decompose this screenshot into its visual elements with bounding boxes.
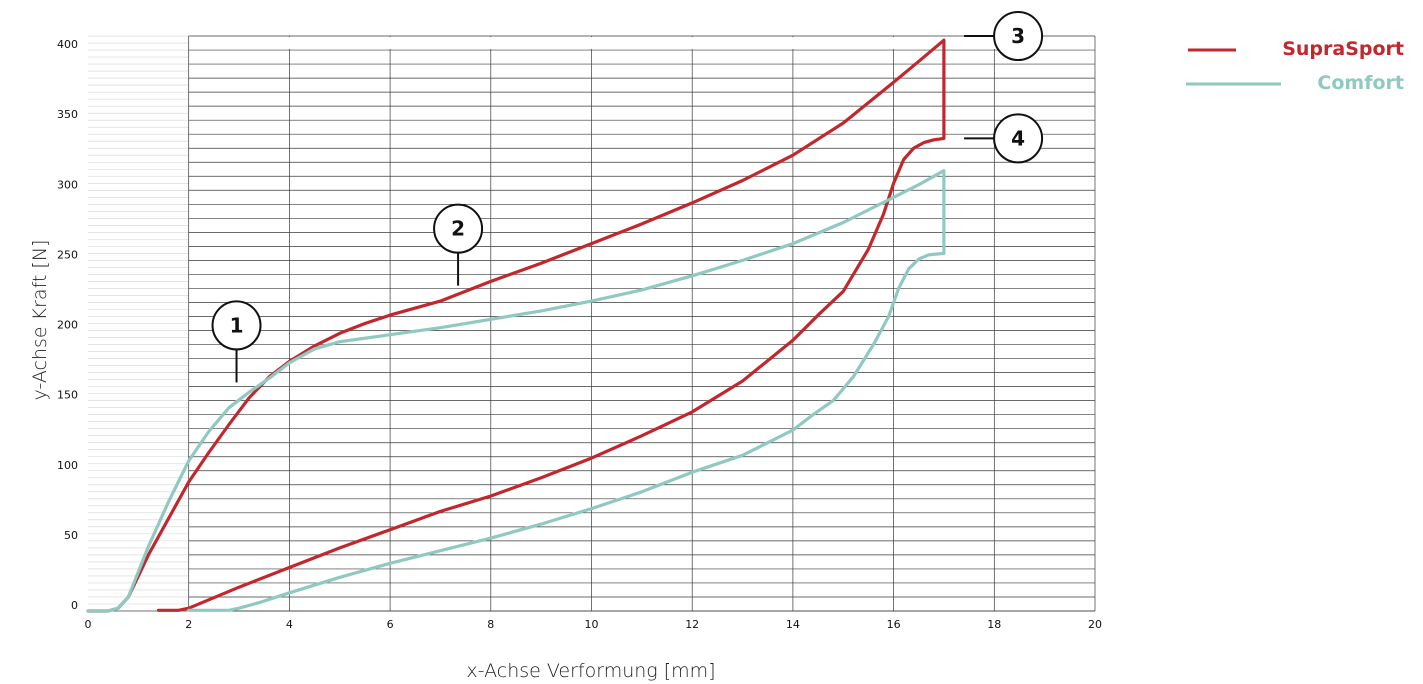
annotation-circle xyxy=(211,300,262,351)
y-tick-label: 400 xyxy=(57,38,78,51)
x-tick-label: 12 xyxy=(685,618,699,631)
x-tick-label: 4 xyxy=(286,618,293,631)
annotation-circle xyxy=(993,11,1044,62)
x-tick-label: 10 xyxy=(585,618,599,631)
annotation-label: 4 xyxy=(1011,126,1025,150)
y-tick-label: 100 xyxy=(57,459,78,472)
y-tick-label: 350 xyxy=(57,108,78,121)
legend: SupraSport Comfort xyxy=(1186,38,1404,94)
legend-label-suprasport: SupraSport xyxy=(1282,38,1404,60)
y-tick-label: 0 xyxy=(71,599,78,612)
y-tick-label: 150 xyxy=(57,389,78,402)
annotation-label: 3 xyxy=(1011,24,1025,48)
x-tick-label: 0 xyxy=(85,618,92,631)
x-tick-label: 8 xyxy=(487,618,494,631)
y-tick-label: 250 xyxy=(57,248,78,261)
x-tick-label: 14 xyxy=(786,618,800,631)
annotation-label: 1 xyxy=(230,313,244,337)
annotation-circle xyxy=(993,113,1044,164)
x-tick-label: 6 xyxy=(387,618,394,631)
grid-top-band xyxy=(189,37,1094,50)
y-tick-label: 300 xyxy=(57,178,78,191)
y-tick-label: 200 xyxy=(57,319,78,332)
tick-labels: 0 2 4 6 8 10 12 14 16 18 2005010015020025030035040… xyxy=(57,38,1102,631)
annotation-label: 2 xyxy=(451,217,465,241)
annotations: 1 2 3 4 xyxy=(211,11,1044,383)
x-tick-label: 20 xyxy=(1088,618,1102,631)
legend-label-comfort: Comfort xyxy=(1317,72,1404,94)
series-lines xyxy=(86,38,946,613)
y-axis-label: y-Achse Kraft [N] xyxy=(29,240,51,401)
x-tick-label: 18 xyxy=(987,618,1001,631)
series-line-comfort xyxy=(86,169,946,613)
annotation-circle xyxy=(433,203,484,254)
y-tick-label: 50 xyxy=(64,529,78,542)
grid xyxy=(88,35,1096,612)
x-axis-label: x-Achse Verformung [mm] xyxy=(466,660,715,682)
series-line-suprasport xyxy=(86,38,946,613)
x-tick-label: 16 xyxy=(887,618,901,631)
x-tick-label: 2 xyxy=(185,618,192,631)
